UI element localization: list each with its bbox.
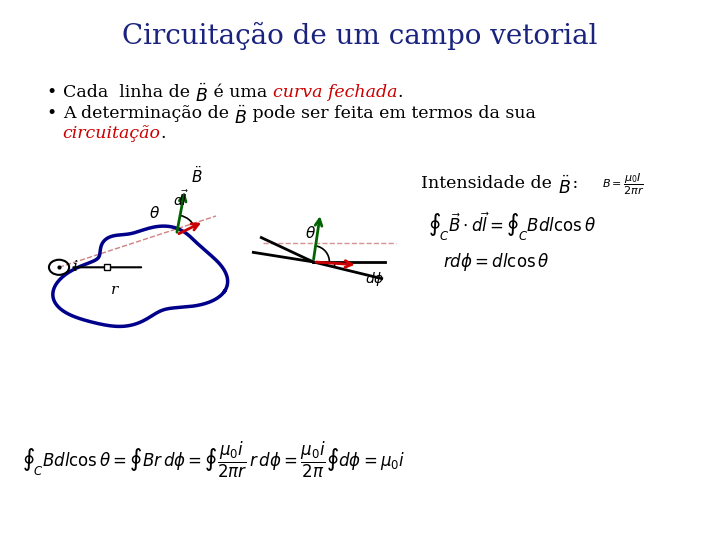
Text: circuitação: circuitação [63,125,161,142]
Text: A determinação de: A determinação de [63,105,234,122]
Text: $\theta$: $\theta$ [305,225,315,241]
Text: $\ddot{B}$: $\ddot{B}$ [558,176,571,198]
Text: :: : [567,176,578,192]
Text: Cada  linha de: Cada linha de [63,84,195,100]
Text: curva fechada: curva fechada [273,84,397,100]
Text: $\ddot{B}$: $\ddot{B}$ [234,105,247,127]
Text: $\oint_{C} \vec{B} \cdot d\vec{l} = \oint_{C} Bdl\cos\theta$: $\oint_{C} \vec{B} \cdot d\vec{l} = \oin… [428,211,596,243]
Text: Intensidade de: Intensidade de [421,176,557,192]
Text: $B = \dfrac{\mu_0 I}{2\pi r}$: $B = \dfrac{\mu_0 I}{2\pi r}$ [602,172,644,197]
Text: Circuitação de um campo vetorial: Circuitação de um campo vetorial [122,22,598,50]
Text: $rd\phi = dl\cos\theta$: $rd\phi = dl\cos\theta$ [443,251,549,273]
Text: $\oint_{C} Bdl\cos\theta = \oint Br\,d\phi = \oint \dfrac{\mu_0 i}{2\pi r}\,r\,d: $\oint_{C} Bdl\cos\theta = \oint Br\,d\p… [22,440,405,480]
Text: .: . [397,84,402,100]
Text: $\ddot{B}$: $\ddot{B}$ [191,165,202,186]
Text: é uma: é uma [208,84,273,100]
Text: $\theta$: $\theta$ [149,205,160,221]
Text: r: r [111,284,118,298]
Text: $d\phi$: $d\phi$ [365,270,384,288]
Text: •: • [47,84,57,100]
Text: •: • [47,105,57,122]
Text: pode ser feita em termos da sua: pode ser feita em termos da sua [247,105,536,122]
Text: $d\vec{l}$: $d\vec{l}$ [173,190,189,209]
Text: i: i [72,260,77,274]
Text: $\ddot{B}$: $\ddot{B}$ [195,84,208,106]
Text: .: . [161,125,166,142]
